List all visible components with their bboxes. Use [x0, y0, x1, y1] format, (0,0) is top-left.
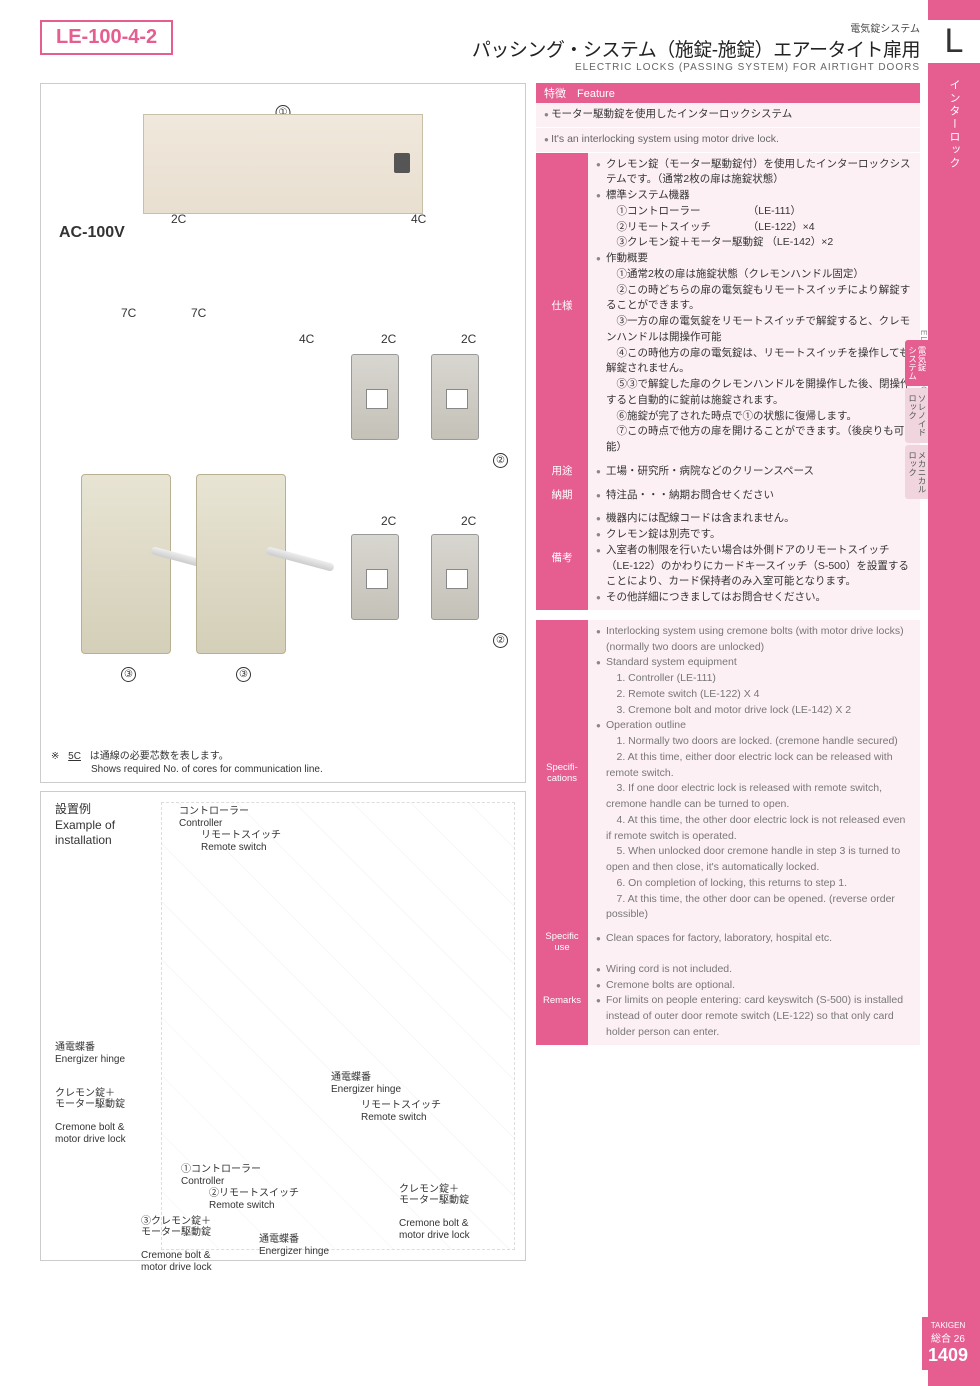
- spec-row: 備考機器内には配線コードは含まれません。クレモン錠は別売です。入室者の制限を行い…: [536, 507, 920, 610]
- page-header: LE-100-4-2 電気錠システム パッシング・システム（施錠-施錠）エアータ…: [40, 20, 920, 73]
- spec-row: RemarksWiring cord is not included.Cremo…: [536, 958, 920, 1045]
- lbl-cremone-jp: クレモン錠＋ モーター駆動錠: [55, 1088, 125, 1111]
- spec-item: 標準システム機器 ①コントローラー （LE-111） ②リモートスイッチ （LE…: [596, 188, 912, 251]
- spec-item: その他詳細につきましてはお問合せください。: [596, 590, 912, 606]
- spec-row: 仕様クレモン錠（モーター駆動錠付）を使用したインターロックシステムです。（通常2…: [536, 153, 920, 460]
- remote-switch-image: [351, 534, 399, 620]
- lbl-cremone-en: Cremone bolt & motor drive lock: [141, 1250, 212, 1273]
- spec-item: 特注品・・・納期お問合せください: [596, 488, 912, 504]
- page-number: 1409: [928, 1345, 968, 1366]
- lbl-n3-jp: ③クレモン錠＋ モーター駆動錠: [141, 1216, 211, 1239]
- lbl-remote-en: Remote switch: [361, 1112, 427, 1123]
- spec-label: 備考: [536, 507, 588, 610]
- spec-label: 仕様: [536, 153, 588, 460]
- lbl-remote-jp: リモートスイッチ: [361, 1100, 441, 1111]
- spec-item: 入室者の制限を行いたい場合は外側ドアのリモートスイッチ（LE-122）のかわりに…: [596, 543, 912, 590]
- brand: TAKIGEN: [928, 1321, 968, 1330]
- lbl-hinge-jp: 通電蝶番: [55, 1042, 95, 1053]
- lbl-remote-en: Remote switch: [209, 1200, 275, 1211]
- spec-value: 工場・研究所・病院などのクリーンスペース: [588, 460, 920, 484]
- page-number-box: TAKIGEN 総合 26 1409: [922, 1317, 974, 1370]
- spec-item: クレモン錠（モーター駆動錠付）を使用したインターロックシステムです。（通常2枚の…: [596, 157, 912, 189]
- page-title-en: ELECTRIC LOCKS (PASSING SYSTEM) FOR AIRT…: [185, 62, 920, 73]
- spec-value: 機器内には配線コードは含まれません。クレモン錠は別売です。入室者の制限を行いたい…: [588, 507, 920, 610]
- spec-value: Clean spaces for factory, laboratory, ho…: [588, 927, 920, 958]
- section-letter: L: [928, 20, 980, 63]
- intro-en: It's an interlocking system using motor …: [551, 133, 779, 145]
- controller-image: [143, 114, 423, 214]
- spec-item: 工場・研究所・病院などのクリーンスペース: [596, 464, 912, 480]
- spec-item: Cremone bolts are optional.: [596, 978, 912, 994]
- note-5c: 5C: [68, 751, 81, 762]
- lbl-cremone-en: Cremone bolt & motor drive lock: [55, 1122, 126, 1145]
- lbl-n1-jp: ①コントローラー: [181, 1164, 261, 1175]
- spec-item: クレモン錠は別売です。: [596, 527, 912, 543]
- spec-item: Clean spaces for factory, laboratory, ho…: [596, 931, 912, 947]
- installation-example: 設置例 Example of installation コントローラー Cont…: [40, 791, 526, 1261]
- lbl-remote-en: Remote switch: [201, 842, 267, 853]
- spec-panel: 特徴 Feature ● モーター駆動錠を使用したインターロックシステム ● I…: [536, 83, 920, 1261]
- remote-switch-image: [431, 354, 479, 440]
- category-label: 電気錠システム: [185, 20, 920, 35]
- feature-header: 特徴 Feature: [536, 83, 920, 103]
- spec-label: Specific use: [536, 927, 588, 958]
- remote-switch-image: [431, 534, 479, 620]
- side-tabs: 電気錠 システム ソレノイド ロック メカニカル ロック: [905, 340, 928, 499]
- lbl-cremone-en: Cremone bolt & motor drive lock: [399, 1218, 470, 1241]
- lbl-hinge-jp: 通電蝶番: [259, 1234, 299, 1245]
- side-tab: ソレノイド ロック: [905, 388, 928, 443]
- lbl-controller-en: Controller: [181, 1176, 224, 1187]
- lbl-hinge-en: Energizer hinge: [259, 1246, 329, 1257]
- lbl-hinge-jp: 通電蝶番: [331, 1072, 371, 1083]
- side-tab: 電気錠 システム: [905, 340, 928, 386]
- spec-value: 特注品・・・納期お問合せください: [588, 484, 920, 508]
- lbl-controller-en: Controller: [179, 818, 222, 829]
- spec-item: Wiring cord is not included.: [596, 962, 912, 978]
- lock-image: [196, 474, 286, 654]
- spec-row: 納期特注品・・・納期お問合せください: [536, 484, 920, 508]
- spec-label: Remarks: [536, 958, 588, 1045]
- lbl-cremone-jp: クレモン錠＋ モーター駆動錠: [399, 1184, 469, 1207]
- spec-item: Operation outline 1. Normally two doors …: [596, 718, 912, 923]
- page-title-jp: パッシング・システム（施錠-施錠）エアータイト扉用: [185, 35, 920, 62]
- wiring-diagram: ① AC-100V 2C 4C 7C 7C 4C 2C 2C 2C 2C: [40, 83, 526, 783]
- part-number: LE-100-4-2: [40, 20, 173, 55]
- mark-3: ③: [121, 667, 136, 682]
- spec-value: クレモン錠（モーター駆動錠付）を使用したインターロックシステムです。（通常2枚の…: [588, 153, 920, 460]
- spec-value: Interlocking system using cremone bolts …: [588, 620, 920, 927]
- lock-image: [81, 474, 171, 654]
- spec-row: Specifi- cationsInterlocking system usin…: [536, 620, 920, 927]
- spec-value: Wiring cord is not included.Cremone bolt…: [588, 958, 920, 1045]
- spec-item: 機器内には配線コードは含まれません。: [596, 511, 912, 527]
- section-name: インターロック: [946, 79, 962, 170]
- lbl-n2-jp: ②リモートスイッチ: [209, 1188, 299, 1199]
- spec-item: 作動概要 ①通常2枚の扉は施錠状態（クレモンハンドル固定） ②この時どちらの扉の…: [596, 251, 912, 456]
- note-en: Shows required No. of cores for communic…: [91, 764, 323, 775]
- spec-label: 納期: [536, 484, 588, 508]
- lbl-remote-jp: リモートスイッチ: [201, 830, 281, 841]
- remote-switch-image: [351, 354, 399, 440]
- spec-item: For limits on people entering: card keys…: [596, 993, 912, 1040]
- mark-2: ②: [493, 453, 508, 468]
- lbl-hinge-en: Energizer hinge: [331, 1084, 401, 1095]
- spec-label: Specifi- cations: [536, 620, 588, 927]
- note-prefix: ※: [51, 751, 59, 762]
- lbl-controller-jp: コントローラー: [179, 806, 249, 817]
- spec-row: Specific use Clean spaces for factory, la…: [536, 927, 920, 958]
- edition: 総合 26: [931, 1334, 965, 1345]
- spec-item: Standard system equipment 1. Controller …: [596, 655, 912, 718]
- spec-row: 用途工場・研究所・病院などのクリーンスペース: [536, 460, 920, 484]
- category-sidebar: L インターロック TAKIGEN 総合 26 1409: [928, 0, 980, 1386]
- mark-2: ②: [493, 633, 508, 648]
- spec-label: 用途: [536, 460, 588, 484]
- intro-jp: モーター駆動錠を使用したインターロックシステム: [551, 108, 792, 120]
- note-jp: は通線の必要芯数を表します。: [90, 751, 229, 762]
- lbl-hinge-en: Energizer hinge: [55, 1054, 125, 1065]
- mark-3: ③: [236, 667, 251, 682]
- side-tab: メカニカル ロック: [905, 445, 928, 500]
- spec-item: Interlocking system using cremone bolts …: [596, 624, 912, 656]
